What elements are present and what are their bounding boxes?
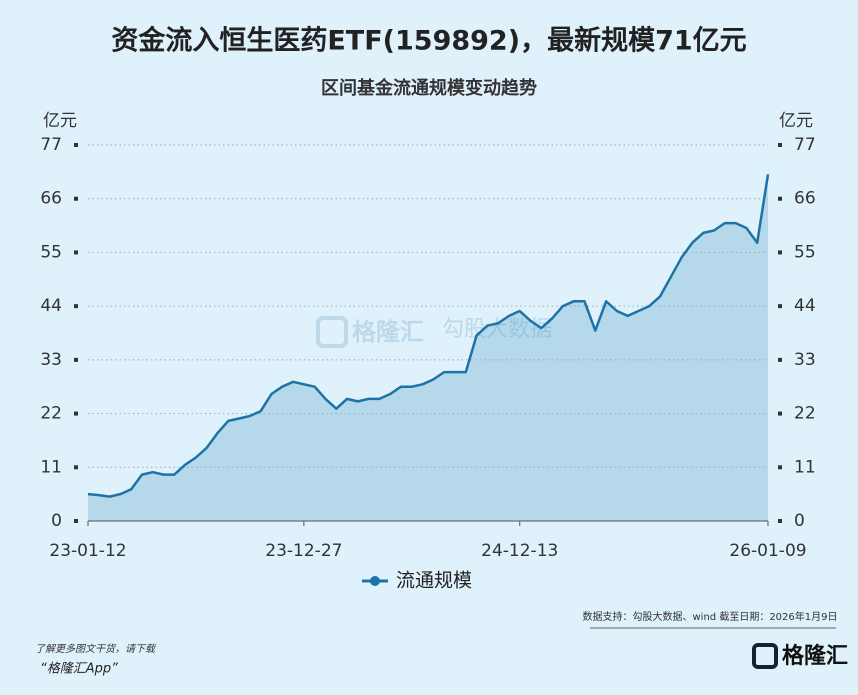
y-tick-mark [74,196,78,201]
y-tick-label: 44 [40,296,62,316]
plot [88,174,768,522]
y-axis-label: 亿元 [43,111,77,131]
x-tick-label: 24-12-13 [481,541,558,561]
y2-tick-label: 66 [794,189,816,209]
y2-tick-mark [778,143,782,147]
watermark-logo: 格隆汇 [352,318,424,346]
y-tick-mark [74,465,78,470]
y2-tick-label: 22 [794,404,816,424]
footer-app: “格隆汇App” [40,662,118,677]
y2-tick-mark [778,357,782,362]
y-tick-label: 77 [40,135,62,155]
y-tick-mark [74,304,78,309]
y-tick-label: 66 [40,189,62,209]
y2-tick-mark [778,519,782,523]
y-tick-mark [74,143,78,147]
footer-logo: 格隆汇 [782,643,848,669]
watermark-icon [316,316,348,348]
x-tick-label: 26-01-09 [729,541,806,561]
y2-tick-mark [778,465,782,470]
y2-tick-label: 0 [794,511,805,531]
y2-tick-mark [778,196,782,201]
y-tick-mark [74,250,78,255]
y2-axis-label: 亿元 [779,111,813,131]
y2-tick-label: 11 [794,457,816,477]
watermark: 格隆汇 勾股大数据 [316,316,552,348]
legend-marker [370,576,380,586]
chart-subtitle: 区间基金流通规模变动趋势 [321,77,537,99]
y2-tick-mark [778,250,782,255]
chart-title: 资金流入恒生医药ETF(159892)，最新规模71亿元 [111,25,746,57]
y-tick-mark [74,357,78,362]
y-tick-label: 33 [40,350,62,370]
footer-logo-icon [752,643,778,669]
y-tick-label: 0 [51,511,62,531]
y2-tick-mark [778,304,782,309]
y-tick-label: 22 [40,404,62,424]
y2-tick-label: 33 [794,350,816,370]
y2-tick-label: 44 [794,296,816,316]
footer-note: 了解更多图文干货，请下载 [35,643,157,655]
legend-label: 流通规模 [396,570,472,592]
y-tick-label: 11 [40,457,62,477]
y-tick-mark [74,411,78,416]
line [87,174,770,498]
y-tick-label: 55 [40,242,62,262]
y2-tick-label: 55 [794,242,816,262]
y2-tick-mark [778,411,782,416]
area [88,174,768,522]
x-tick-label: 23-12-27 [265,541,342,561]
watermark-data: 勾股大数据 [442,317,552,342]
x-tick-label: 23-01-12 [49,541,126,561]
y-tick-mark [74,519,78,523]
y2-tick-label: 77 [794,135,816,155]
source: 数据支持：勾股大数据、wind 截至日期：2026年1月9日 [583,610,838,623]
